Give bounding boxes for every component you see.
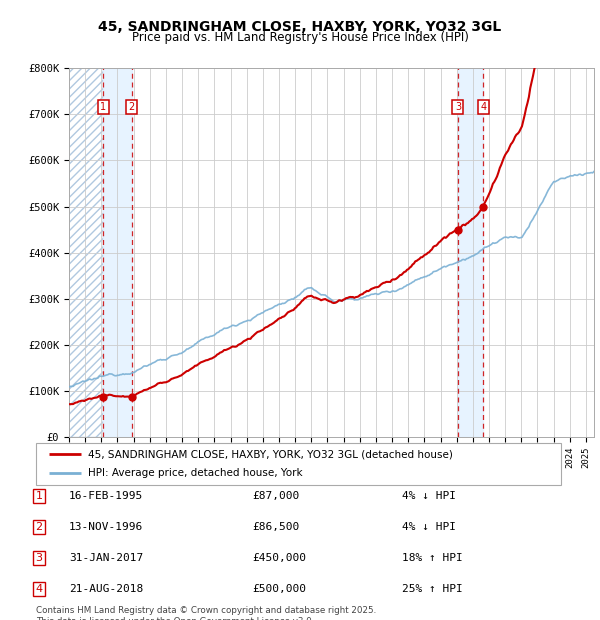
Text: £450,000: £450,000 xyxy=(252,553,306,563)
Bar xyxy=(103,68,131,437)
Text: 3: 3 xyxy=(455,102,461,112)
Text: 16-FEB-1995: 16-FEB-1995 xyxy=(69,491,143,501)
FancyBboxPatch shape xyxy=(36,443,561,485)
Text: £86,500: £86,500 xyxy=(252,522,299,532)
Text: 21-AUG-2018: 21-AUG-2018 xyxy=(69,584,143,594)
Text: 45, SANDRINGHAM CLOSE, HAXBY, YORK, YO32 3GL (detached house): 45, SANDRINGHAM CLOSE, HAXBY, YORK, YO32… xyxy=(89,449,454,459)
Text: 2: 2 xyxy=(128,102,134,112)
Text: 1: 1 xyxy=(35,491,43,501)
Text: Contains HM Land Registry data © Crown copyright and database right 2025.
This d: Contains HM Land Registry data © Crown c… xyxy=(36,606,376,620)
Text: 45, SANDRINGHAM CLOSE, HAXBY, YORK, YO32 3GL: 45, SANDRINGHAM CLOSE, HAXBY, YORK, YO32… xyxy=(98,20,502,34)
Text: HPI: Average price, detached house, York: HPI: Average price, detached house, York xyxy=(89,469,303,479)
Text: 2: 2 xyxy=(35,522,43,532)
Bar xyxy=(458,68,483,437)
Text: 18% ↑ HPI: 18% ↑ HPI xyxy=(402,553,463,563)
Bar xyxy=(69,68,103,437)
Text: 13-NOV-1996: 13-NOV-1996 xyxy=(69,522,143,532)
Text: 4: 4 xyxy=(480,102,486,112)
Text: 25% ↑ HPI: 25% ↑ HPI xyxy=(402,584,463,594)
Text: 4% ↓ HPI: 4% ↓ HPI xyxy=(402,491,456,501)
Text: 4% ↓ HPI: 4% ↓ HPI xyxy=(402,522,456,532)
Text: 1: 1 xyxy=(100,102,106,112)
Bar xyxy=(69,68,103,437)
Text: Price paid vs. HM Land Registry's House Price Index (HPI): Price paid vs. HM Land Registry's House … xyxy=(131,31,469,44)
Text: 4: 4 xyxy=(35,584,43,594)
Text: £87,000: £87,000 xyxy=(252,491,299,501)
Text: £500,000: £500,000 xyxy=(252,584,306,594)
Text: 3: 3 xyxy=(35,553,43,563)
Text: 31-JAN-2017: 31-JAN-2017 xyxy=(69,553,143,563)
